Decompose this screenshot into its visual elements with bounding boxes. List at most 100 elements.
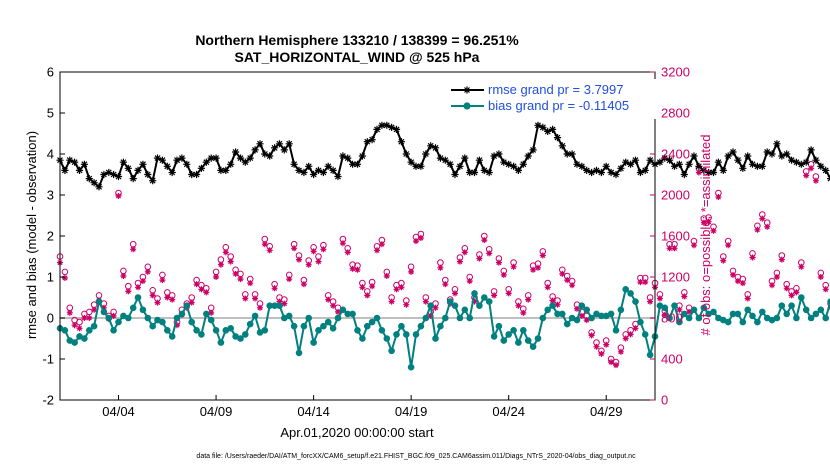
legend-box [446, 79, 656, 119]
obs-assimilated-point [530, 266, 537, 273]
bias-point [378, 327, 386, 334]
y2-tick-label: 1600 [661, 229, 690, 244]
bias-point [622, 286, 629, 293]
rmse-point [807, 146, 815, 154]
obs-assimilated-point [676, 306, 683, 313]
bias-point [500, 337, 508, 344]
bias-point [115, 318, 122, 326]
obs-assimilated-point [135, 284, 141, 291]
obs-assimilated-point [510, 263, 517, 270]
bias-point [300, 322, 308, 330]
y2-tick-label: 2800 [661, 106, 690, 121]
bias-point [432, 335, 439, 342]
bias-point [461, 306, 469, 314]
rmse-point [422, 150, 430, 158]
obs-assimilated-point [520, 309, 527, 316]
bias-point [724, 318, 732, 326]
obs-assimilated-point [281, 300, 288, 307]
obs-assimilated-point [661, 311, 668, 318]
obs-assimilated-point [291, 245, 298, 252]
obs-assimilated-point [413, 238, 419, 245]
rmse-point [758, 162, 766, 170]
obs-assimilated-point [744, 295, 751, 302]
rmse-point [431, 144, 440, 152]
obs-assimilated-point [266, 247, 273, 254]
obs-assimilated-point [588, 332, 595, 339]
obs-assimilated-point [613, 362, 619, 369]
rmse-point [549, 125, 557, 133]
bias-point [481, 294, 488, 301]
chart-title: Northern Hemisphere 133210 / 138399 = 96… [195, 32, 519, 48]
rmse-point [139, 160, 147, 168]
rmse-point [324, 162, 332, 170]
rmse-point [563, 150, 571, 158]
bias-point [490, 333, 498, 340]
rmse-point [134, 166, 142, 174]
obs-assimilated-point [495, 259, 502, 266]
y-tick-label: -1 [42, 352, 54, 367]
bias-point [598, 312, 605, 320]
bias-point [95, 298, 103, 305]
obs-assimilated-point [554, 301, 561, 308]
rmse-point [66, 156, 74, 164]
bias-point [285, 312, 293, 320]
bias-point [271, 302, 278, 310]
obs-assimilated-point [276, 298, 283, 305]
obs-assimilated-point [149, 292, 156, 299]
obs-assimilated-point [535, 264, 541, 271]
rmse-point [446, 160, 454, 168]
obs-assimilated-point [681, 293, 688, 300]
y-axis-label: rmse and bias (model - observation) [24, 131, 39, 339]
rmse-point [685, 160, 693, 168]
bias-point [520, 327, 527, 334]
rmse-point [300, 168, 308, 177]
rmse-point [763, 148, 771, 156]
rmse-point [817, 162, 825, 170]
rmse-point [675, 160, 683, 168]
obs-assimilated-point [486, 250, 493, 257]
rmse-point [310, 170, 318, 179]
rmse-point [163, 162, 171, 170]
bias-point [217, 339, 225, 346]
obs-assimilated-point [515, 302, 522, 309]
obs-assimilated-point [700, 219, 707, 226]
bias-point [817, 306, 825, 314]
bias-point [583, 306, 590, 314]
obs-assimilated-point [76, 325, 83, 332]
obs-assimilated-point [66, 309, 73, 316]
rmse-point [753, 162, 761, 170]
bias-point [710, 308, 717, 316]
obs-assimilated-point [705, 218, 712, 225]
rmse-point [427, 142, 435, 150]
chart-subtitle: SAT_HORIZONTAL_WIND @ 525 hPa [235, 49, 480, 65]
bias-point [690, 306, 698, 314]
rmse-point [114, 172, 123, 181]
bias-point [729, 310, 737, 318]
rmse-point [788, 156, 796, 164]
bias-point [671, 302, 678, 310]
rmse-point [266, 152, 274, 160]
bias-point [802, 306, 810, 314]
rmse-point [666, 156, 674, 164]
y-tick-label: 6 [47, 65, 54, 80]
bias-point [173, 314, 181, 322]
obs-assimilated-point [564, 277, 571, 284]
rmse-point [412, 162, 420, 170]
bias-point [359, 335, 366, 342]
rmse-point [261, 150, 269, 158]
y2-tick-label: 800 [661, 311, 683, 326]
y-tick-label: 3 [47, 188, 54, 203]
obs-assimilated-point [720, 257, 727, 264]
rmse-point [417, 162, 425, 170]
rmse-point [622, 158, 630, 166]
rmse-point [193, 170, 201, 179]
rmse-point [510, 162, 518, 170]
bias-point [466, 314, 474, 322]
bias-point [90, 322, 98, 330]
bias-point [364, 322, 371, 330]
rmse-point [383, 121, 391, 129]
rmse-point [368, 136, 376, 144]
rmse-point [119, 158, 127, 166]
bias-point [734, 310, 742, 318]
obs-assimilated-point [461, 249, 468, 256]
